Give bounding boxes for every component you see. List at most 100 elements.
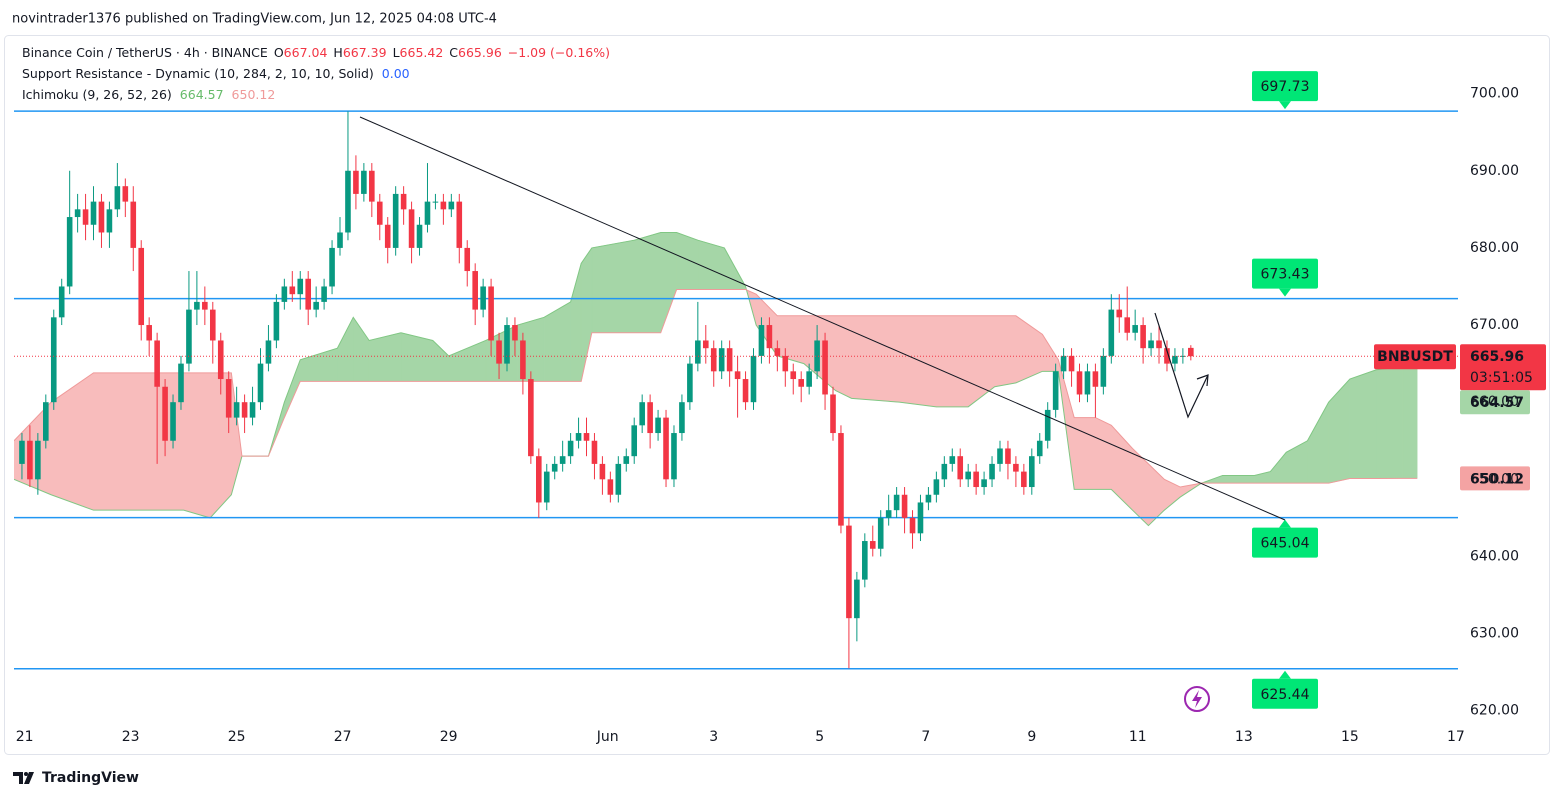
candle-body — [106, 209, 113, 233]
cloud-segment — [1270, 451, 1287, 484]
candle-body — [66, 217, 73, 287]
support-resistance: 697.73 673.43 645.04 625.44 — [14, 71, 1458, 709]
candle-body — [162, 386, 168, 441]
cloud-segment — [994, 315, 1017, 388]
candle-body — [1092, 371, 1099, 387]
candle-body — [1172, 355, 1178, 364]
candle-body — [82, 209, 89, 225]
candle-body — [225, 379, 232, 418]
candle-body — [885, 510, 892, 518]
x-tick-label: 29 — [440, 729, 458, 745]
candle-body — [329, 247, 335, 287]
y-tick-label: 690.00 — [1470, 163, 1519, 179]
candle-body — [814, 340, 820, 372]
level-pointer — [1279, 519, 1291, 528]
countdown: 03:51:05 — [1470, 370, 1533, 386]
candle-body — [321, 286, 327, 302]
candle-body — [448, 201, 455, 210]
candle-body — [623, 456, 630, 464]
candle-body — [273, 301, 280, 341]
cloud-segment — [936, 315, 969, 408]
y-tick-label: 670.00 — [1470, 317, 1519, 333]
candle-body — [488, 286, 494, 341]
candle-body — [170, 402, 176, 441]
span-b-value: 650.12 — [232, 87, 276, 102]
candle-body — [400, 193, 407, 210]
candle-body — [337, 232, 343, 248]
candle-body — [734, 371, 741, 380]
candle-body — [957, 456, 964, 480]
candle-body — [504, 325, 510, 364]
x-tick-label: 23 — [122, 729, 140, 745]
candle-body — [981, 479, 987, 488]
candle-body — [217, 340, 224, 380]
candle-body — [695, 340, 701, 364]
cloud-segment — [543, 301, 571, 382]
legend-main: Binance Coin / TetherUS · 4h · BINANCE O6… — [22, 45, 610, 60]
candle-body — [846, 525, 852, 619]
candle-body — [1084, 371, 1091, 395]
low-value: 665.42 — [400, 45, 444, 60]
candle-body — [1156, 340, 1162, 349]
cloud-segment — [1376, 366, 1404, 479]
cloud-segment — [777, 315, 805, 364]
candle-body — [369, 170, 375, 202]
candle-body — [209, 309, 216, 341]
x-tick-label: Jun — [596, 729, 619, 745]
candle-body — [305, 278, 312, 310]
projection-arrow — [1154, 312, 1209, 419]
cloud-segment — [337, 317, 354, 382]
cloud-segment — [1148, 463, 1165, 527]
chart-frame — [4, 35, 1550, 755]
cloud-segment — [1132, 447, 1149, 527]
candle-body — [679, 402, 685, 434]
candle-body — [575, 433, 582, 441]
level-label: 673.43 — [1261, 267, 1310, 283]
level-pointer — [1279, 670, 1291, 679]
candle-body — [1076, 371, 1083, 395]
candle-body — [27, 440, 33, 480]
candle-body — [774, 348, 781, 356]
candle-body — [663, 417, 669, 480]
candle-body — [464, 247, 471, 272]
candle-body — [917, 502, 924, 534]
candle-body — [862, 541, 868, 580]
cloud-segment — [580, 247, 593, 382]
candle-body — [997, 448, 1003, 464]
candle-body — [877, 517, 884, 549]
candle-body — [1028, 456, 1035, 488]
cloud-segment — [93, 372, 131, 511]
candle-body — [551, 463, 558, 472]
candle-body — [567, 440, 574, 457]
alert-icon[interactable] — [1184, 686, 1210, 712]
candle-body — [1132, 325, 1138, 333]
candles — [14, 111, 1458, 669]
candle-body — [1116, 309, 1123, 318]
indicator-value: 0.00 — [382, 66, 410, 81]
candle-body — [130, 201, 137, 248]
legend-ichimoku: Ichimoku (9, 26, 52, 26) 664.57 650.12 — [22, 87, 275, 102]
cloud-segment — [851, 315, 900, 403]
span-b-tag-box — [1460, 466, 1530, 491]
candle-body — [838, 433, 844, 526]
low-label: L — [393, 45, 400, 60]
cloud-segment — [1349, 369, 1377, 479]
candle-body — [313, 301, 319, 310]
candle-body — [1148, 340, 1154, 349]
candle-body — [43, 402, 49, 441]
candle-body — [114, 186, 121, 210]
candle-body — [758, 325, 765, 356]
trendline — [359, 116, 1286, 521]
ichimoku-cloud — [14, 231, 1418, 527]
cloud-segment — [1111, 424, 1133, 511]
cloud-segment — [1285, 440, 1308, 484]
candle-body — [376, 201, 383, 225]
price-tags: BNBUSDT 665.96 03:51:05 664.57 650.12 — [1374, 344, 1546, 491]
candle-body — [989, 463, 995, 480]
candle-body — [687, 363, 693, 403]
candle-body — [893, 494, 900, 511]
candle-body — [90, 201, 97, 225]
candle-body — [202, 301, 208, 310]
span-a-tag: 664.57 — [1470, 395, 1524, 411]
